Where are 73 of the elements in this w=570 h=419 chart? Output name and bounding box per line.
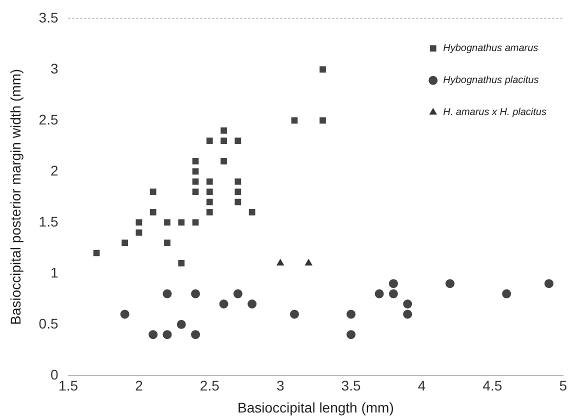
x-tick-label: 5 xyxy=(559,378,568,394)
y-tick-label: 3 xyxy=(50,60,58,76)
y-tick-label: 2.5 xyxy=(38,111,58,128)
point xyxy=(120,310,130,319)
legend-label: H. amarus x H. placitus xyxy=(443,107,546,118)
point xyxy=(150,188,156,195)
point xyxy=(290,310,299,319)
point xyxy=(403,300,412,308)
point xyxy=(234,138,242,144)
point xyxy=(192,168,199,175)
point xyxy=(162,289,172,298)
y-axis-title: Basioccipital posterior margin width (mm) xyxy=(7,68,24,325)
point xyxy=(162,330,172,340)
point xyxy=(164,240,170,246)
point xyxy=(219,300,228,308)
point xyxy=(122,240,128,246)
point xyxy=(446,279,454,288)
point xyxy=(136,229,142,236)
point xyxy=(192,158,199,164)
point xyxy=(234,198,242,206)
point xyxy=(164,219,170,226)
point xyxy=(148,330,158,340)
point xyxy=(220,158,227,164)
point xyxy=(346,330,356,340)
y-tick-label: 1.5 xyxy=(38,213,58,230)
point xyxy=(192,219,199,226)
y-tick-label: 2 xyxy=(50,162,58,178)
point xyxy=(544,279,554,288)
point xyxy=(192,178,199,185)
point xyxy=(191,330,200,340)
point xyxy=(346,310,356,319)
x-tick-label: 4.5 xyxy=(482,378,502,394)
point xyxy=(234,188,242,195)
point xyxy=(206,198,213,206)
point xyxy=(403,310,412,319)
point xyxy=(248,300,257,308)
point xyxy=(192,188,199,195)
y-tick-label: 3.5 xyxy=(38,9,58,26)
point xyxy=(176,320,186,329)
y-tick-label: 1 xyxy=(50,264,58,280)
point xyxy=(502,289,512,298)
point xyxy=(374,289,384,298)
y-tick-label: 0 xyxy=(50,366,58,382)
point xyxy=(220,138,227,144)
x-tick-label: 3.5 xyxy=(341,378,361,394)
point xyxy=(248,209,256,216)
point xyxy=(206,209,213,216)
point xyxy=(388,289,398,298)
point xyxy=(178,260,185,266)
point xyxy=(320,117,326,124)
x-tick-label: 3 xyxy=(276,378,284,394)
point xyxy=(178,219,185,226)
x-tick-label: 2.5 xyxy=(200,378,220,394)
x-tick-label: 4 xyxy=(418,378,426,394)
x-axis-title: Basioccipital length (mm) xyxy=(237,399,394,416)
point xyxy=(234,178,242,185)
point xyxy=(388,279,398,288)
point xyxy=(233,289,242,298)
point xyxy=(220,127,227,134)
point xyxy=(304,258,313,266)
point xyxy=(206,178,213,185)
y-tick-label: 0.5 xyxy=(38,315,58,332)
point xyxy=(320,66,326,73)
point xyxy=(206,138,213,144)
point xyxy=(191,289,200,298)
point xyxy=(136,219,142,226)
point xyxy=(291,117,298,124)
legend-label: Hybognathus amarus xyxy=(443,43,538,54)
point xyxy=(206,188,213,195)
legend-label: Hybognathus placitus xyxy=(443,75,539,86)
point xyxy=(276,258,284,266)
x-tick-label: 2 xyxy=(135,378,144,394)
point xyxy=(150,209,156,216)
